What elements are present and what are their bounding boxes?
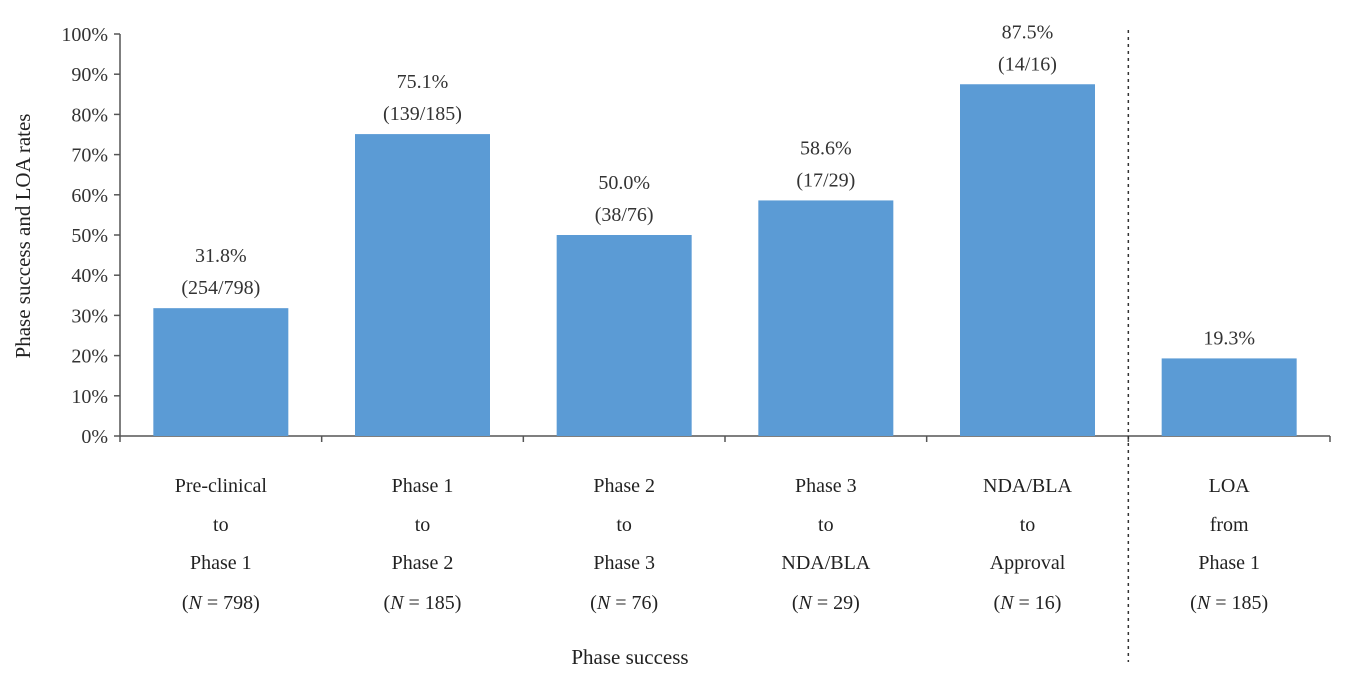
y-tick-label: 60% (71, 185, 108, 207)
data-label-percent: 75.1% (397, 71, 449, 93)
x-category-n-label: (N = 76) (590, 592, 658, 614)
data-label-fraction: (139/185) (383, 103, 462, 125)
bar (758, 200, 894, 436)
data-label-fraction: (14/16) (998, 53, 1057, 75)
x-category-label: Phase 3 (593, 552, 655, 574)
data-label-percent: 19.3% (1203, 327, 1255, 349)
bar (1161, 358, 1297, 436)
x-category-label: Phase 3 (795, 475, 857, 497)
x-category-n-label: (N = 798) (182, 592, 260, 614)
x-axis-title: Phase success (571, 645, 688, 669)
x-category-label: NDA/BLA (983, 475, 1072, 497)
x-category-label: from (1210, 514, 1249, 536)
data-label-percent: 31.8% (195, 245, 247, 267)
x-category-label: Phase 1 (1198, 552, 1260, 574)
x-category-label: Approval (990, 552, 1066, 574)
x-category-label: Phase 2 (593, 475, 655, 497)
x-category-n-label: (N = 16) (994, 592, 1062, 614)
x-category-label: to (213, 514, 229, 536)
data-label-fraction: (17/29) (796, 169, 855, 191)
y-tick-label: 30% (71, 305, 108, 327)
x-category-label: Phase 1 (190, 552, 252, 574)
bar (153, 308, 289, 436)
y-tick-label: 90% (71, 64, 108, 86)
bar (355, 134, 490, 436)
data-label-percent: 87.5% (1002, 21, 1054, 43)
data-label-fraction: (38/76) (595, 204, 654, 226)
x-category-label: Pre-clinical (175, 475, 268, 497)
bar (556, 235, 692, 436)
y-tick-label: 70% (71, 145, 108, 167)
x-category-label: to (415, 514, 431, 536)
x-category-n-label: (N = 29) (792, 592, 860, 614)
x-category-n-label: (N = 185) (384, 592, 462, 614)
data-label-percent: 58.6% (800, 137, 852, 159)
y-tick-label: 10% (71, 386, 108, 408)
y-tick-label: 80% (71, 104, 108, 126)
data-label-percent: 50.0% (598, 172, 650, 194)
x-category-label: Phase 2 (392, 552, 454, 574)
x-category-label: LOA (1209, 475, 1251, 497)
x-category-label: to (818, 514, 834, 536)
y-tick-label: 100% (61, 24, 108, 46)
bar (960, 84, 1095, 436)
plot-area: 0% 10% 20% 30% 40% 50% 60% 70% 80% 90% 100% 31.8% (2… (61, 21, 1331, 662)
x-category-label: Phase 1 (392, 475, 454, 497)
x-category-n-label: (N = 185) (1190, 592, 1268, 614)
y-tick-label: 50% (71, 225, 108, 247)
data-label-fraction: (254/798) (181, 277, 260, 299)
y-tick-label: 20% (71, 346, 108, 368)
x-category-label: to (1020, 514, 1036, 536)
x-category-label: to (616, 514, 632, 536)
x-category-label: NDA/BLA (781, 552, 870, 574)
y-axis-title: Phase success and LOA rates (11, 114, 35, 359)
y-tick-label: 0% (81, 426, 108, 448)
y-tick-label: 40% (71, 265, 108, 287)
